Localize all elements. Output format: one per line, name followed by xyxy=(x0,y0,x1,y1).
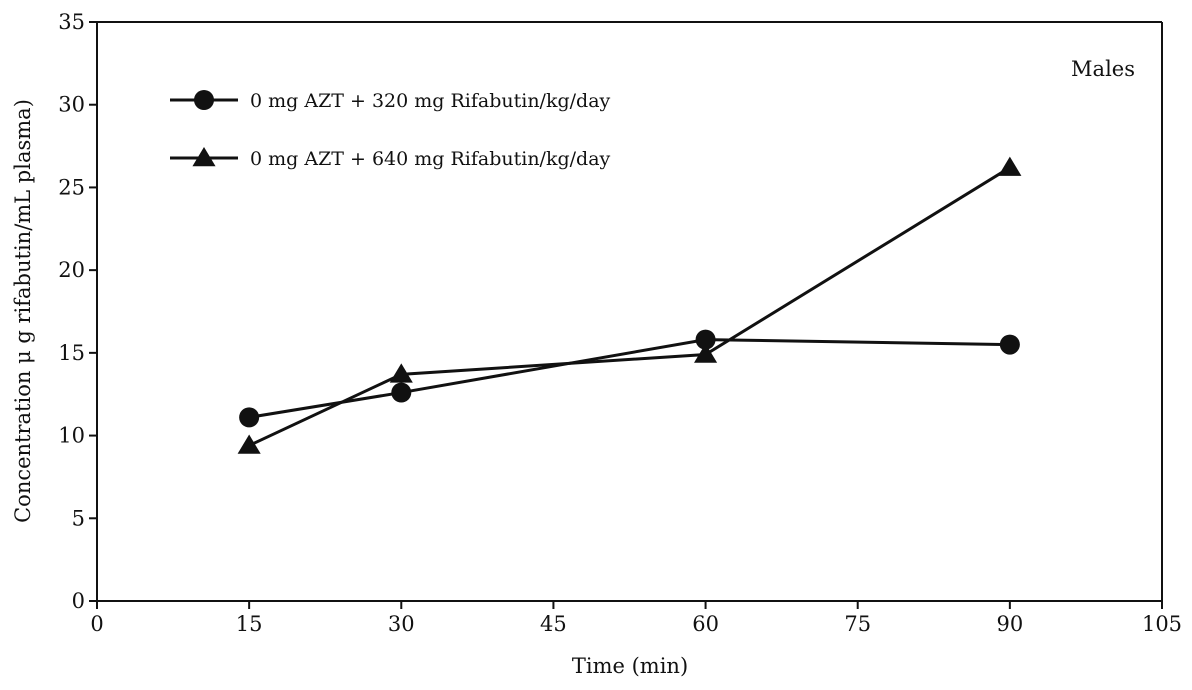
series-line xyxy=(248,166,1011,447)
x-tick-label: 90 xyxy=(996,612,1023,636)
x-tick-label: 0 xyxy=(90,612,103,636)
data-point xyxy=(999,334,1020,355)
x-tick-label: 105 xyxy=(1142,612,1182,636)
y-tick-label: 10 xyxy=(58,424,85,448)
y-tick-label: 20 xyxy=(58,258,85,282)
y-tick-label: 0 xyxy=(72,589,85,613)
series-2 xyxy=(237,156,1022,454)
legend-label: 0 mg AZT + 640 mg Rifabutin/kg/day xyxy=(250,148,611,170)
y-tick-label: 25 xyxy=(58,175,85,199)
legend-label: 0 mg AZT + 320 mg Rifabutin/kg/day xyxy=(250,90,611,112)
series-line xyxy=(248,338,1010,419)
y-tick-label: 35 xyxy=(58,10,85,34)
legend-item: 0 mg AZT + 320 mg Rifabutin/kg/day xyxy=(170,90,611,112)
data-point xyxy=(695,329,716,350)
annotation-males: Males xyxy=(1071,57,1135,81)
data-point xyxy=(237,434,261,454)
legend-item: 0 mg AZT + 640 mg Rifabutin/kg/day xyxy=(170,147,611,170)
data-point xyxy=(998,156,1022,176)
y-axis-ticks: 0 5 10 15 20 25 30 35 xyxy=(58,10,97,613)
y-tick-label: 5 xyxy=(72,506,85,530)
series-layer xyxy=(237,156,1022,454)
x-tick-label: 75 xyxy=(844,612,871,636)
x-tick-label: 45 xyxy=(540,612,567,636)
legend-marker xyxy=(192,147,216,167)
y-tick-label: 15 xyxy=(58,341,85,365)
data-point xyxy=(391,382,412,403)
legend-marker xyxy=(194,90,214,110)
x-tick-label: 30 xyxy=(388,612,415,636)
plot-frame xyxy=(96,21,1163,602)
x-tick-label: 15 xyxy=(236,612,263,636)
x-axis-ticks: 0 15 30 45 60 75 90 105 xyxy=(90,601,1182,636)
data-point xyxy=(389,363,413,383)
series-1 xyxy=(239,329,1020,428)
y-axis-title: Concentration μ g rifabutin/mL plasma) xyxy=(11,99,35,523)
legend: 0 mg AZT + 320 mg Rifabutin/kg/day 0 mg A… xyxy=(170,90,611,170)
data-point xyxy=(694,343,718,363)
y-tick-label: 30 xyxy=(58,93,85,117)
x-axis-title: Time (min) xyxy=(572,654,688,678)
x-tick-label: 60 xyxy=(692,612,719,636)
data-point xyxy=(239,407,260,428)
